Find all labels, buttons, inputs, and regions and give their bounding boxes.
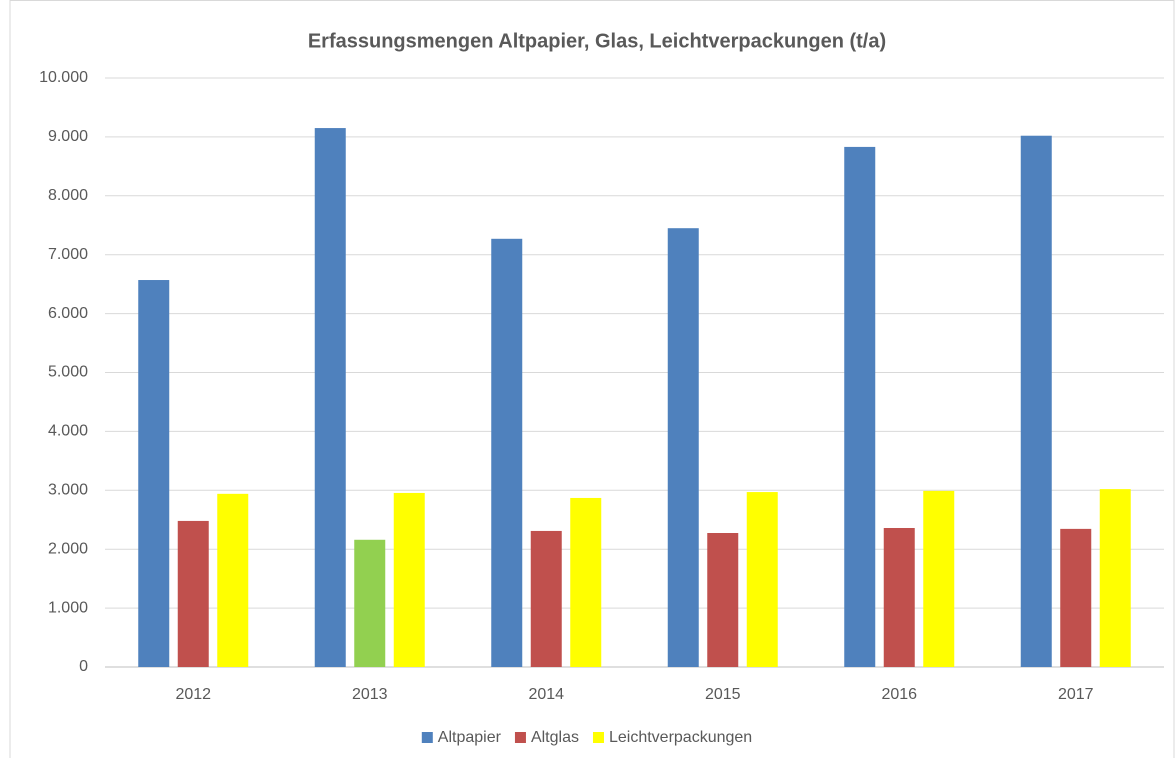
legend-swatch	[421, 732, 433, 743]
bar	[491, 238, 523, 667]
bar	[746, 492, 778, 667]
y-tick-label: 0	[79, 658, 88, 675]
bar	[177, 520, 209, 667]
chart-border	[9, 0, 1175, 758]
x-tick-label: 2014	[528, 686, 564, 703]
y-tick-label: 6.000	[48, 305, 88, 322]
legend-label: Altpapier	[438, 729, 502, 746]
x-tick-label: 2016	[881, 686, 917, 703]
y-tick-label: 3.000	[48, 482, 88, 499]
y-tick-label: 2.000	[48, 540, 88, 557]
bar	[1060, 528, 1092, 667]
x-tick-label: 2013	[352, 686, 388, 703]
bar	[1099, 489, 1131, 667]
y-tick-label: 5.000	[48, 364, 88, 381]
bar	[1020, 135, 1052, 668]
bar	[707, 533, 739, 667]
legend-swatch	[514, 732, 526, 743]
bar	[138, 280, 170, 667]
bar	[667, 228, 699, 667]
y-tick-label: 1.000	[48, 599, 88, 616]
y-tick-label: 10.000	[39, 69, 88, 86]
x-tick-label: 2015	[705, 686, 741, 703]
x-tick-label: 2012	[175, 686, 211, 703]
y-tick-label: 8.000	[48, 187, 88, 204]
chart-title: Erfassungsmengen Altpapier, Glas, Leicht…	[308, 30, 886, 52]
bar	[570, 497, 602, 667]
bar	[393, 492, 425, 667]
y-tick-label: 4.000	[48, 423, 88, 440]
bar	[883, 527, 915, 667]
bar	[530, 530, 562, 667]
bar	[844, 146, 876, 668]
legend-label: Altglas	[531, 729, 579, 746]
legend-swatch	[592, 732, 604, 743]
bar	[314, 128, 346, 667]
x-tick-label: 2017	[1058, 686, 1094, 703]
legend-label: Leichtverpackungen	[609, 729, 752, 746]
bar	[923, 490, 955, 667]
bar	[217, 493, 249, 667]
y-tick-label: 7.000	[48, 246, 88, 263]
bar	[354, 539, 386, 667]
y-tick-label: 9.000	[48, 128, 88, 145]
